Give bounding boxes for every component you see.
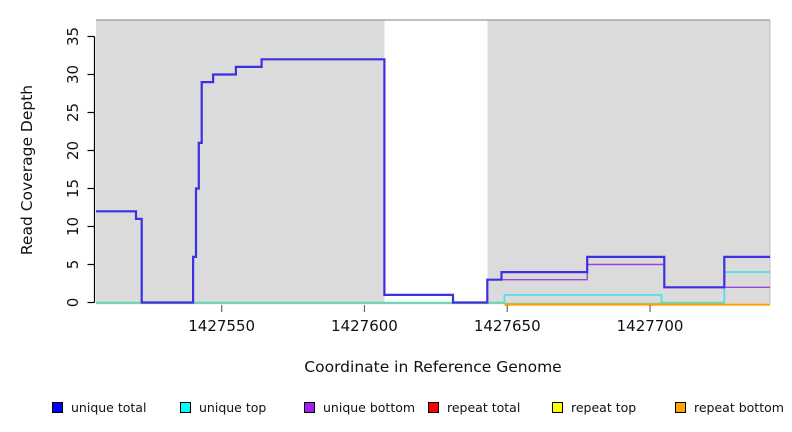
svg-text:0: 0 (64, 298, 82, 308)
svg-text:1427650: 1427650 (474, 317, 541, 335)
x-axis-title: Coordinate in Reference Genome (304, 358, 562, 376)
legend-label: unique total (71, 399, 147, 415)
legend-label: repeat top (571, 399, 637, 415)
legend-item-unique-top: unique top (180, 398, 266, 416)
repeat-total-swatch-icon (428, 401, 439, 413)
svg-text:15: 15 (64, 179, 82, 198)
repeat-top-swatch-icon (552, 401, 563, 413)
y-axis-title: Read Coverage Depth (18, 84, 36, 256)
legend-label: repeat total (447, 399, 521, 415)
legend-item-repeat-top: repeat top (552, 398, 636, 416)
svg-text:30: 30 (64, 65, 82, 84)
legend-item-unique-bottom: unique bottom (304, 398, 415, 416)
svg-text:25: 25 (64, 103, 82, 122)
svg-text:5: 5 (64, 260, 82, 270)
svg-text:1427550: 1427550 (188, 317, 255, 335)
legend-item-unique-total: unique total (52, 398, 146, 416)
repeat-bottom-swatch-icon (675, 401, 686, 413)
unique-total-swatch-icon (52, 401, 63, 413)
legend-item-repeat-bottom: repeat bottom (675, 398, 784, 416)
legend-label: unique bottom (323, 399, 416, 415)
svg-text:1427600: 1427600 (331, 317, 398, 335)
unique-top-swatch-icon (180, 401, 191, 413)
legend-item-repeat-total: repeat total (428, 398, 520, 416)
svg-text:35: 35 (64, 27, 82, 46)
legend-label: repeat bottom (694, 399, 784, 415)
svg-text:20: 20 (64, 141, 82, 160)
unique-bottom-swatch-icon (304, 401, 315, 413)
svg-text:1427700: 1427700 (617, 317, 684, 335)
svg-text:10: 10 (64, 217, 82, 236)
legend: unique total unique top unique bottom re… (0, 398, 792, 418)
legend-label: unique top (199, 399, 267, 415)
